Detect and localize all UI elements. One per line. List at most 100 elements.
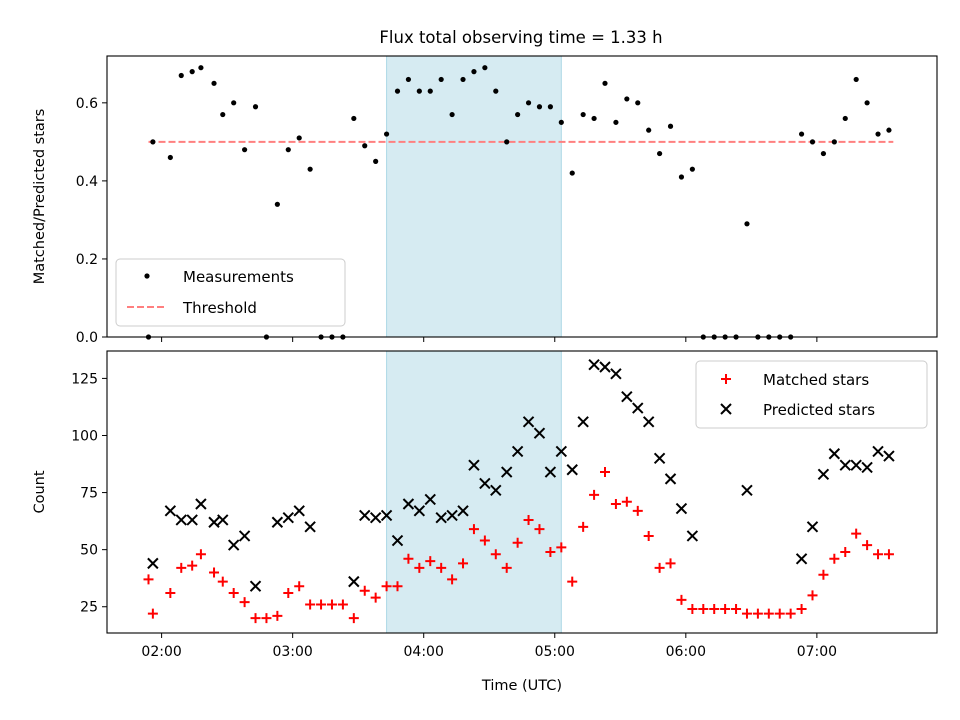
- data-point: [588, 358, 600, 371]
- data-point: [536, 104, 543, 110]
- y-tick-label: 125: [71, 371, 98, 387]
- legend-label-matched: Matched stars: [763, 371, 869, 389]
- data-point: [602, 80, 608, 86]
- data-point: [795, 553, 808, 565]
- y-axis-label: Count: [32, 470, 48, 513]
- data-point: [348, 613, 359, 624]
- data-point: [143, 574, 154, 585]
- data-point: [164, 505, 177, 517]
- data-point: [252, 104, 259, 110]
- data-point: [490, 484, 502, 496]
- data-point: [829, 553, 840, 564]
- data-point: [580, 111, 586, 118]
- shaded-interval: [386, 55, 562, 338]
- data-point: [305, 599, 316, 610]
- data-point: [525, 100, 532, 106]
- data-point: [250, 613, 261, 624]
- data-point: [600, 467, 610, 478]
- data-point: [195, 498, 207, 510]
- data-point: [632, 402, 644, 414]
- data-point: [511, 445, 524, 458]
- data-point: [774, 608, 785, 619]
- data-point: [653, 452, 666, 465]
- data-point: [165, 588, 176, 599]
- data-point: [283, 588, 294, 599]
- data-point: [624, 96, 630, 102]
- data-point: [147, 557, 159, 570]
- data-point: [512, 537, 523, 548]
- x-tick-label: 05:00: [535, 644, 575, 660]
- data-point: [809, 139, 816, 145]
- data-point: [394, 88, 401, 94]
- data-point: [468, 459, 480, 471]
- data-point: [547, 104, 553, 110]
- data-point: [405, 76, 412, 83]
- data-point: [446, 509, 458, 522]
- y-tick-label: 0.4: [76, 174, 98, 190]
- data-point: [424, 493, 436, 506]
- y-tick-label: 0.0: [76, 330, 98, 346]
- data-point: [831, 139, 837, 145]
- data-point: [490, 549, 501, 560]
- data-point: [665, 558, 676, 569]
- legend: Matched stars Predicted stars: [695, 360, 928, 429]
- data-point: [632, 505, 643, 516]
- data-point: [875, 131, 881, 137]
- data-point: [621, 496, 632, 507]
- data-point: [403, 553, 414, 564]
- data-point: [447, 574, 458, 585]
- data-point: [436, 562, 447, 573]
- legend-box: [115, 258, 346, 327]
- y-tick-label: 0.2: [76, 252, 98, 268]
- legend: Measurements Threshold: [115, 258, 346, 327]
- data-point: [667, 123, 674, 129]
- data-point: [326, 599, 337, 610]
- data-point: [167, 154, 173, 161]
- data-point: [187, 560, 198, 571]
- data-point: [402, 498, 415, 510]
- legend-box: [695, 360, 928, 429]
- data-point: [839, 459, 851, 471]
- data-point: [176, 562, 187, 573]
- data-point: [850, 459, 862, 471]
- data-point: [359, 509, 371, 522]
- data-point: [416, 88, 422, 94]
- data-point: [175, 514, 187, 526]
- data-point: [646, 127, 652, 133]
- data-point: [242, 147, 248, 153]
- data-point: [763, 608, 774, 619]
- data-point: [842, 115, 848, 122]
- data-point: [307, 166, 313, 172]
- data-point: [635, 100, 641, 106]
- data-point: [566, 464, 578, 476]
- data-point: [209, 567, 220, 578]
- data-point: [828, 448, 841, 460]
- y-tick-label: 0.6: [76, 96, 98, 112]
- data-point: [589, 489, 600, 500]
- data-point: [178, 72, 184, 79]
- data-point: [796, 604, 807, 615]
- data-point: [864, 100, 870, 106]
- y-axis-label: Matched/Predicted stars: [32, 109, 48, 285]
- data-point: [293, 505, 305, 517]
- data-point: [785, 608, 796, 619]
- data-point: [599, 361, 611, 373]
- data-point: [316, 599, 327, 610]
- x-axis-label: Time (UTC): [481, 678, 562, 694]
- data-point: [195, 549, 206, 560]
- data-point: [304, 521, 316, 533]
- data-point: [274, 201, 280, 207]
- data-point: [186, 514, 198, 526]
- legend-marker-matched: [721, 374, 731, 384]
- data-point: [471, 69, 477, 75]
- series-measurements: [145, 65, 892, 340]
- data-point: [373, 158, 379, 164]
- data-point: [150, 139, 156, 145]
- data-point: [359, 585, 370, 596]
- data-point: [610, 498, 621, 509]
- legend-label-measurements: Measurements: [183, 268, 294, 286]
- axes-frame: [106, 55, 938, 338]
- data-point: [522, 416, 535, 428]
- data-point: [818, 569, 829, 580]
- data-point: [872, 445, 884, 458]
